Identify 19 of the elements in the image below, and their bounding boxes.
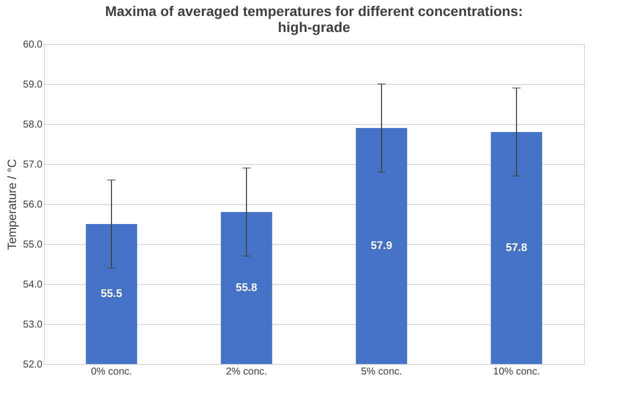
data-label: 57.9 xyxy=(370,240,392,252)
x-tick-label: 0% conc. xyxy=(90,366,132,378)
data-label: 55.8 xyxy=(236,282,258,294)
x-tick-label: 2% conc. xyxy=(226,366,268,378)
y-tick-label: 58.0 xyxy=(23,120,43,130)
y-tick-label: 57.0 xyxy=(23,160,43,170)
x-tick-label: 10% conc. xyxy=(493,366,540,378)
data-label: 55.5 xyxy=(100,288,122,300)
y-tick-label: 60.0 xyxy=(23,40,43,50)
y-tick-label: 56.0 xyxy=(23,200,43,210)
y-axis-title: Temperature / °C xyxy=(5,158,20,250)
chart-title: Maxima of averaged temperatures for different concentrations: high-grade xyxy=(105,3,523,35)
y-tick-label: 52.0 xyxy=(23,360,43,370)
y-tick-label: 53.0 xyxy=(23,320,43,330)
data-label: 57.8 xyxy=(506,242,528,254)
y-tick-label: 54.0 xyxy=(23,280,43,290)
x-tick-label: 5% conc. xyxy=(360,366,402,378)
y-tick-label: 59.0 xyxy=(23,80,43,90)
y-tick-label: 55.0 xyxy=(23,240,43,250)
